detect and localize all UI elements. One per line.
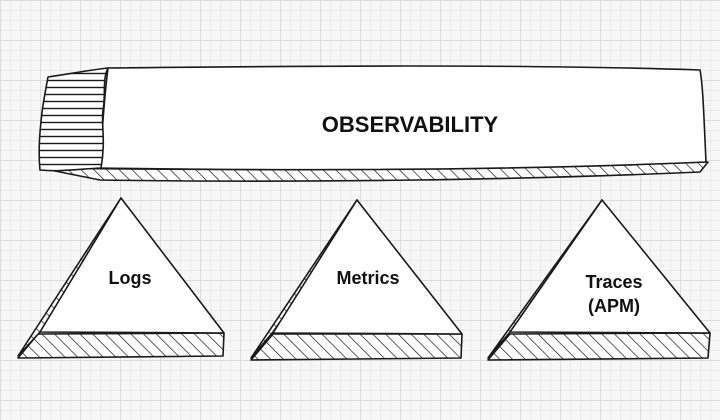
pillar-logs: Logs xyxy=(17,197,225,359)
pillar-logs-label: Logs xyxy=(109,268,152,288)
pillar-traces-label: Traces xyxy=(585,272,642,292)
pillar-traces-sublabel: (APM) xyxy=(588,296,640,316)
pillar-logs-face xyxy=(39,197,225,334)
pillar-traces-base xyxy=(487,332,711,361)
pillar-traces-face xyxy=(509,199,711,334)
pillar-metrics: Metrics xyxy=(250,199,463,361)
pillar-logs-base xyxy=(17,332,225,359)
observability-beam: OBSERVABILITY xyxy=(38,65,709,182)
pillar-metrics-base xyxy=(250,333,463,361)
pillar-metrics-face xyxy=(272,199,463,335)
beam-title: OBSERVABILITY xyxy=(322,112,499,137)
pillar-metrics-label: Metrics xyxy=(336,268,399,288)
beam-end-face xyxy=(38,67,109,172)
pillar-traces: Traces (APM) xyxy=(487,199,711,361)
